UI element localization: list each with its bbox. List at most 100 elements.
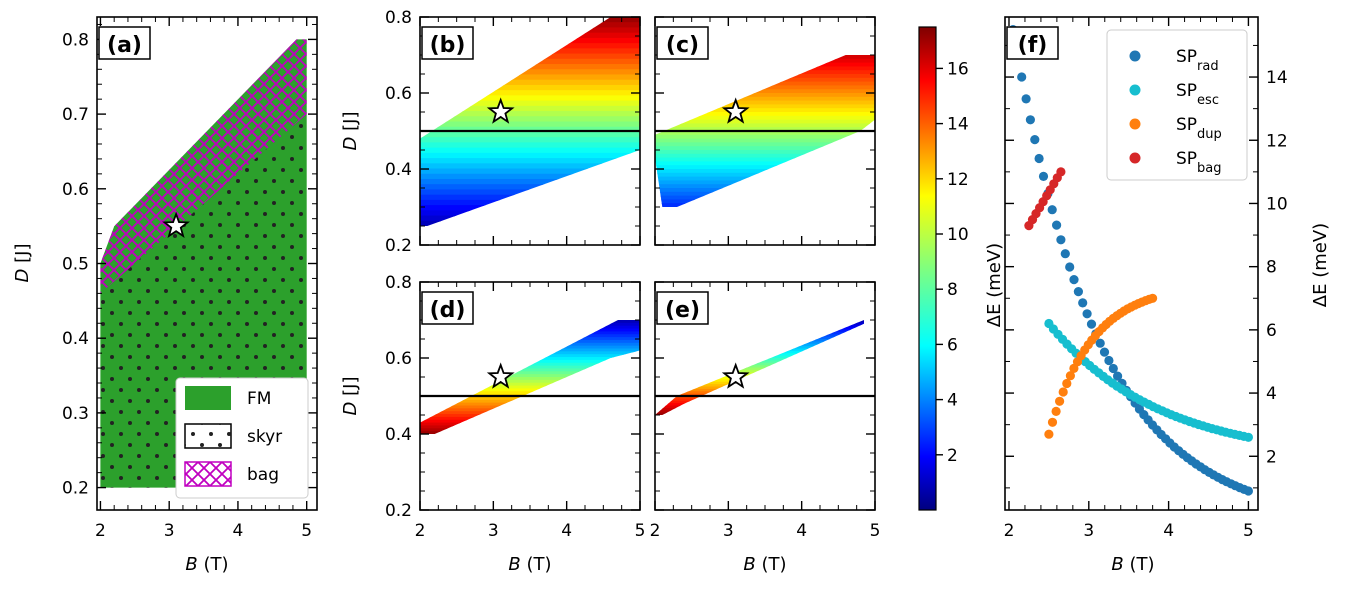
data-point [1047, 417, 1058, 427]
legend-label-main: SP [1176, 47, 1197, 67]
panel-label-box [656, 291, 709, 325]
x-tick-label: 2 [650, 521, 661, 541]
heatmap-band [420, 428, 640, 433]
heatmap-band [655, 369, 864, 374]
heatmap-band [420, 396, 640, 401]
heatmap-band [420, 111, 640, 118]
heatmap-band [655, 100, 875, 106]
series-dup [1044, 293, 1158, 439]
heatmap-band [420, 131, 640, 139]
heatmap-band [420, 377, 640, 381]
heatmap-band [655, 367, 864, 371]
data-point [1243, 486, 1253, 496]
heatmap-bands [655, 320, 864, 415]
heatmap-band [655, 336, 864, 341]
data-point [1058, 387, 1068, 397]
panel-e-frame [654, 281, 876, 511]
x-axis-unit: (T) [1130, 554, 1155, 575]
legend-label-main: SP [1176, 81, 1197, 101]
y-tick-label: 0.8 [62, 30, 89, 50]
heatmap-band [655, 339, 864, 343]
data-point [1044, 429, 1054, 439]
y-tick-label: 0.6 [385, 84, 412, 104]
x-tick-label: 5 [1243, 521, 1254, 541]
heatmap-band [655, 365, 864, 369]
legend-box [1106, 29, 1248, 181]
panel-label: (e) [665, 298, 700, 323]
heatmap-band [420, 357, 640, 361]
heatmap-band [655, 400, 864, 405]
y-tick-label: 0.4 [62, 329, 89, 349]
data-point [1099, 347, 1110, 357]
star-marker [486, 97, 515, 124]
x-axis-unit: (T) [204, 554, 229, 575]
data-point [1021, 94, 1031, 104]
x-axis-label: B (T) [1111, 554, 1154, 575]
heatmap-band [420, 391, 640, 396]
heatmap-band [655, 138, 875, 144]
heatmap-band [655, 89, 875, 94]
heatmap-band [420, 163, 640, 170]
y-tick-label: 2 [1266, 447, 1277, 467]
x-tick-label: 4 [561, 521, 572, 541]
data-point [1078, 298, 1088, 308]
legend-label-bag: bag [247, 465, 279, 485]
heatmap-band [420, 126, 640, 133]
heatmap-band [655, 115, 875, 121]
y-axis-symbol: D [340, 402, 361, 416]
panel-label-box [656, 26, 709, 60]
colorbar-tick-label: 2 [947, 446, 958, 466]
data-point [1056, 167, 1066, 177]
legend-label-sub: rad [1197, 59, 1219, 74]
data-point [1065, 371, 1075, 381]
heatmap-band [655, 379, 864, 383]
heatmap-band [420, 95, 640, 102]
panel-label-box [1006, 26, 1059, 60]
panel-b-ticks: 0.2 0.4 0.6 0.8 [385, 8, 641, 256]
panel-d-heatmap [420, 320, 640, 434]
heatmap-band [420, 168, 640, 175]
heatmap-band [655, 153, 875, 159]
star-marker [721, 362, 750, 389]
heatmap-band [655, 108, 875, 113]
colorbar-tick-label: 4 [947, 391, 958, 411]
y-axis-unit: [J] [340, 112, 361, 131]
y-tick-label: 0.8 [385, 8, 412, 28]
series-bag [1024, 167, 1066, 231]
heatmap-band [420, 365, 640, 370]
heatmap-band [420, 385, 640, 390]
heatmap-band [420, 79, 640, 86]
y-axis-label: D [J] [12, 244, 33, 283]
heatmap-band [655, 410, 864, 414]
colorbar-tick-label: 6 [947, 335, 958, 355]
colorbar-tick-label: 12 [947, 170, 969, 190]
panel-b-frame [419, 16, 641, 246]
y-tick-label: 0.2 [62, 479, 89, 499]
heatmap-band [655, 331, 864, 336]
heatmap-band [655, 343, 864, 348]
heatmap-band [420, 116, 640, 123]
y-tick-label: 0.3 [62, 404, 89, 424]
heatmap-band [655, 353, 864, 357]
heatmap-band [655, 362, 864, 367]
heatmap-band [655, 199, 875, 205]
y-axis-symbol: D [12, 269, 33, 283]
x-tick-label: 4 [796, 521, 807, 541]
y-axis-symbol: D [340, 137, 361, 151]
legend-label-fm: FM [247, 389, 271, 409]
heatmap-band [420, 220, 640, 226]
panel-label-box [421, 291, 474, 325]
data-point [1060, 249, 1070, 259]
heatmap-band [655, 203, 875, 207]
colorbar-tick-label: 16 [947, 59, 969, 79]
heatmap-band [420, 431, 640, 434]
heatmap-band [420, 152, 640, 160]
heatmap-band [420, 173, 640, 180]
y-tick-label: 0.7 [62, 105, 89, 125]
panel-a-ticks: 2 3 4 5 0.2 0.3 0.4 0.5 0.6 0.7 0.8 [62, 17, 317, 541]
legend-label-sub: esc [1197, 93, 1219, 108]
heatmap-band [420, 137, 640, 144]
data-point [1082, 309, 1092, 319]
legend-label-sub: bag [1197, 161, 1221, 176]
